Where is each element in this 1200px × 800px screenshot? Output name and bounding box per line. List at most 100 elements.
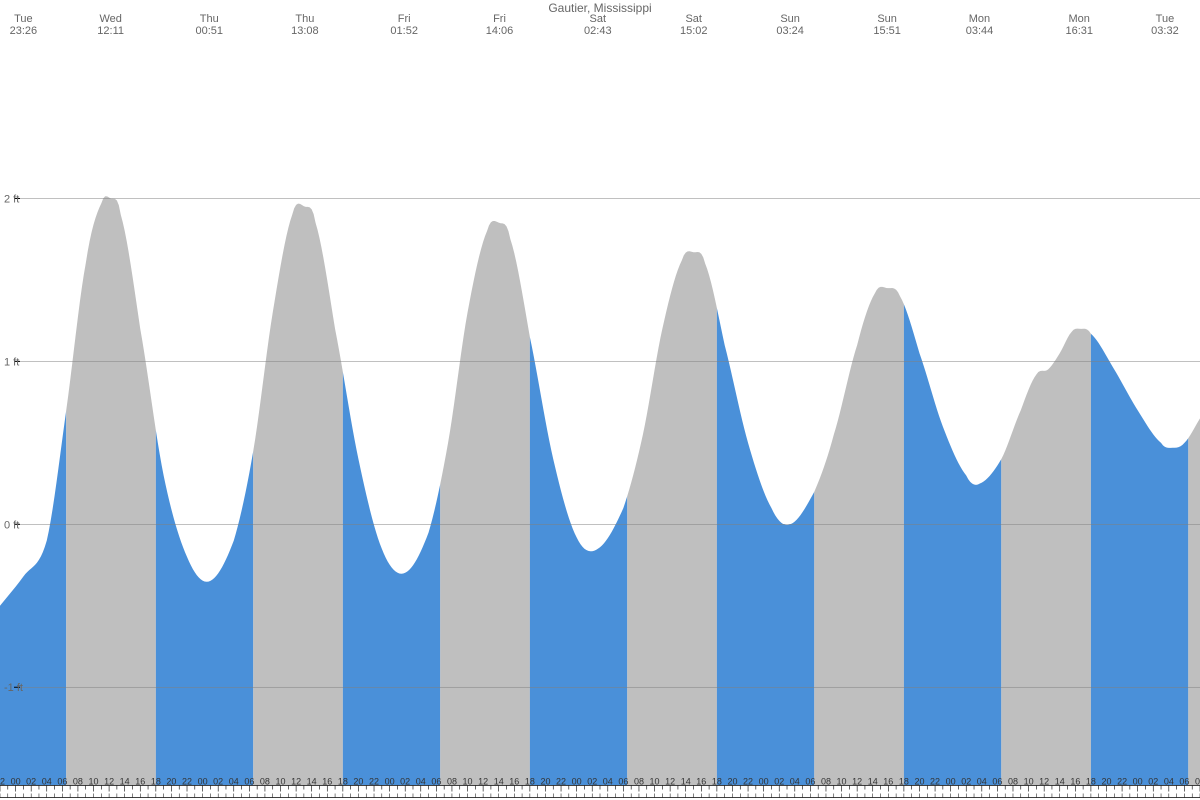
x-hour-label: 16 <box>509 777 519 787</box>
x-hour-label: 08 <box>634 777 644 787</box>
x-hour-label: 02 <box>961 777 971 787</box>
x-hour-label: 10 <box>276 777 286 787</box>
x-hour-label: 20 <box>166 777 176 787</box>
x-hour-label: 04 <box>42 777 52 787</box>
x-hour-label: 18 <box>712 777 722 787</box>
x-hour-label: 02 <box>213 777 223 787</box>
chart-svg: -1 ft0 ft1 ft2 ftGautier, MississippiTue… <box>0 0 1200 800</box>
x-hour-label: 16 <box>135 777 145 787</box>
x-hour-label: 16 <box>1070 777 1080 787</box>
x-hour-label: 00 <box>385 777 395 787</box>
tide-band-night <box>156 430 253 785</box>
tide-band-day <box>66 196 156 785</box>
x-hour-label: 20 <box>727 777 737 787</box>
x-hour-label: 08 <box>447 777 457 787</box>
event-time-label: 03:32 <box>1151 25 1179 37</box>
y-axis-label: 1 ft <box>4 356 19 368</box>
x-hour-label: 16 <box>322 777 332 787</box>
y-axis-label: 2 ft <box>4 193 19 205</box>
x-hour-label: 02 <box>587 777 597 787</box>
x-hour-label: 06 <box>805 777 815 787</box>
x-hour-label: 22 <box>0 777 5 787</box>
x-hour-label: 14 <box>1055 777 1065 787</box>
x-hour-label: 18 <box>1086 777 1096 787</box>
x-hour-label: 12 <box>1039 777 1049 787</box>
x-hour-label: 10 <box>837 777 847 787</box>
x-hour-label: 18 <box>899 777 909 787</box>
event-day-label: Wed <box>99 13 121 25</box>
x-hour-label: 08 <box>821 777 831 787</box>
x-hour-label: 22 <box>743 777 753 787</box>
tide-band-night <box>530 337 627 785</box>
event-day-label: Thu <box>295 13 314 25</box>
x-hour-label: 04 <box>1164 777 1174 787</box>
event-day-label: Mon <box>1069 13 1090 25</box>
x-hour-label: 04 <box>416 777 426 787</box>
x-hour-label: 06 <box>244 777 254 787</box>
event-day-label: Thu <box>200 13 219 25</box>
x-hour-label: 14 <box>868 777 878 787</box>
tide-band-night <box>343 372 440 785</box>
x-hour-label: 08 <box>73 777 83 787</box>
event-time-label: 02:43 <box>584 25 612 37</box>
tide-band-day <box>627 251 717 785</box>
x-hour-label: 06 <box>1179 777 1189 787</box>
x-hour-label: 00 <box>11 777 21 787</box>
event-time-label: 14:06 <box>486 25 514 37</box>
x-hour-label: 00 <box>759 777 769 787</box>
event-time-label: 15:02 <box>680 25 708 37</box>
x-hour-label: 00 <box>198 777 208 787</box>
event-time-label: 13:08 <box>291 25 319 37</box>
event-day-label: Tue <box>14 13 33 25</box>
x-hour-label: 06 <box>992 777 1002 787</box>
x-hour-label: 22 <box>556 777 566 787</box>
event-day-label: Tue <box>1156 13 1175 25</box>
x-hour-label: 14 <box>494 777 504 787</box>
x-hour-label: 02 <box>774 777 784 787</box>
x-hour-label: 12 <box>478 777 488 787</box>
x-hour-label: 04 <box>790 777 800 787</box>
event-day-label: Sat <box>685 13 702 25</box>
x-hour-label: 20 <box>540 777 550 787</box>
event-day-label: Sun <box>877 13 897 25</box>
x-hour-label: 20 <box>914 777 924 787</box>
x-hour-label: 22 <box>182 777 192 787</box>
event-day-label: Sun <box>780 13 800 25</box>
tide-band-day <box>1188 418 1200 785</box>
tide-band-night <box>904 304 1001 785</box>
tide-band-night <box>717 308 814 785</box>
x-hour-label: 04 <box>229 777 239 787</box>
x-hour-label: 18 <box>525 777 535 787</box>
tide-band-night <box>0 410 66 785</box>
event-day-label: Sat <box>590 13 607 25</box>
x-hour-label: 06 <box>57 777 67 787</box>
y-axis-label: -1 ft <box>4 682 23 694</box>
x-hour-label: 18 <box>151 777 161 787</box>
x-hour-label: 18 <box>338 777 348 787</box>
x-hour-label: 08 <box>1008 777 1018 787</box>
x-hour-label: 12 <box>291 777 301 787</box>
event-time-label: 01:52 <box>390 25 418 37</box>
x-hour-label: 06 <box>431 777 441 787</box>
tide-band-night <box>1091 334 1188 785</box>
x-hour-label: 00 <box>946 777 956 787</box>
event-time-label: 12:11 <box>97 25 124 37</box>
x-hour-label: 10 <box>650 777 660 787</box>
x-hour-label: 22 <box>1117 777 1127 787</box>
x-hour-label: 08 <box>260 777 270 787</box>
event-day-label: Mon <box>969 13 990 25</box>
x-hour-label: 16 <box>696 777 706 787</box>
top-event-labels: Tue23:26Wed12:11Thu00:51Thu13:08Fri01:52… <box>10 13 1179 37</box>
x-hour-label: 06 <box>618 777 628 787</box>
x-hour-label: 02 <box>26 777 36 787</box>
x-hour-label: 04 <box>977 777 987 787</box>
x-hour-label: 12 <box>104 777 114 787</box>
event-time-label: 15:51 <box>873 25 901 37</box>
x-hour-label: 10 <box>1024 777 1034 787</box>
x-hour-label: 10 <box>88 777 98 787</box>
event-time-label: 03:44 <box>966 25 994 37</box>
event-time-label: 00:51 <box>195 25 223 37</box>
event-day-label: Fri <box>398 13 411 25</box>
event-time-label: 03:24 <box>776 25 804 37</box>
x-hour-label: 22 <box>369 777 379 787</box>
